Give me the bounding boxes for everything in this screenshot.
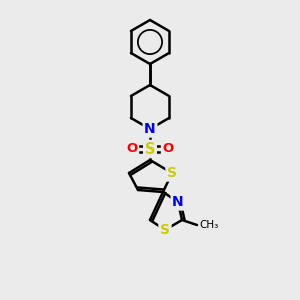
Text: N: N bbox=[144, 122, 156, 136]
Text: S: S bbox=[160, 223, 170, 237]
Text: S: S bbox=[145, 142, 155, 157]
Text: O: O bbox=[126, 142, 138, 155]
Text: O: O bbox=[162, 142, 174, 155]
Text: N: N bbox=[172, 195, 184, 209]
Text: CH₃: CH₃ bbox=[199, 220, 218, 230]
Text: S: S bbox=[167, 166, 177, 180]
